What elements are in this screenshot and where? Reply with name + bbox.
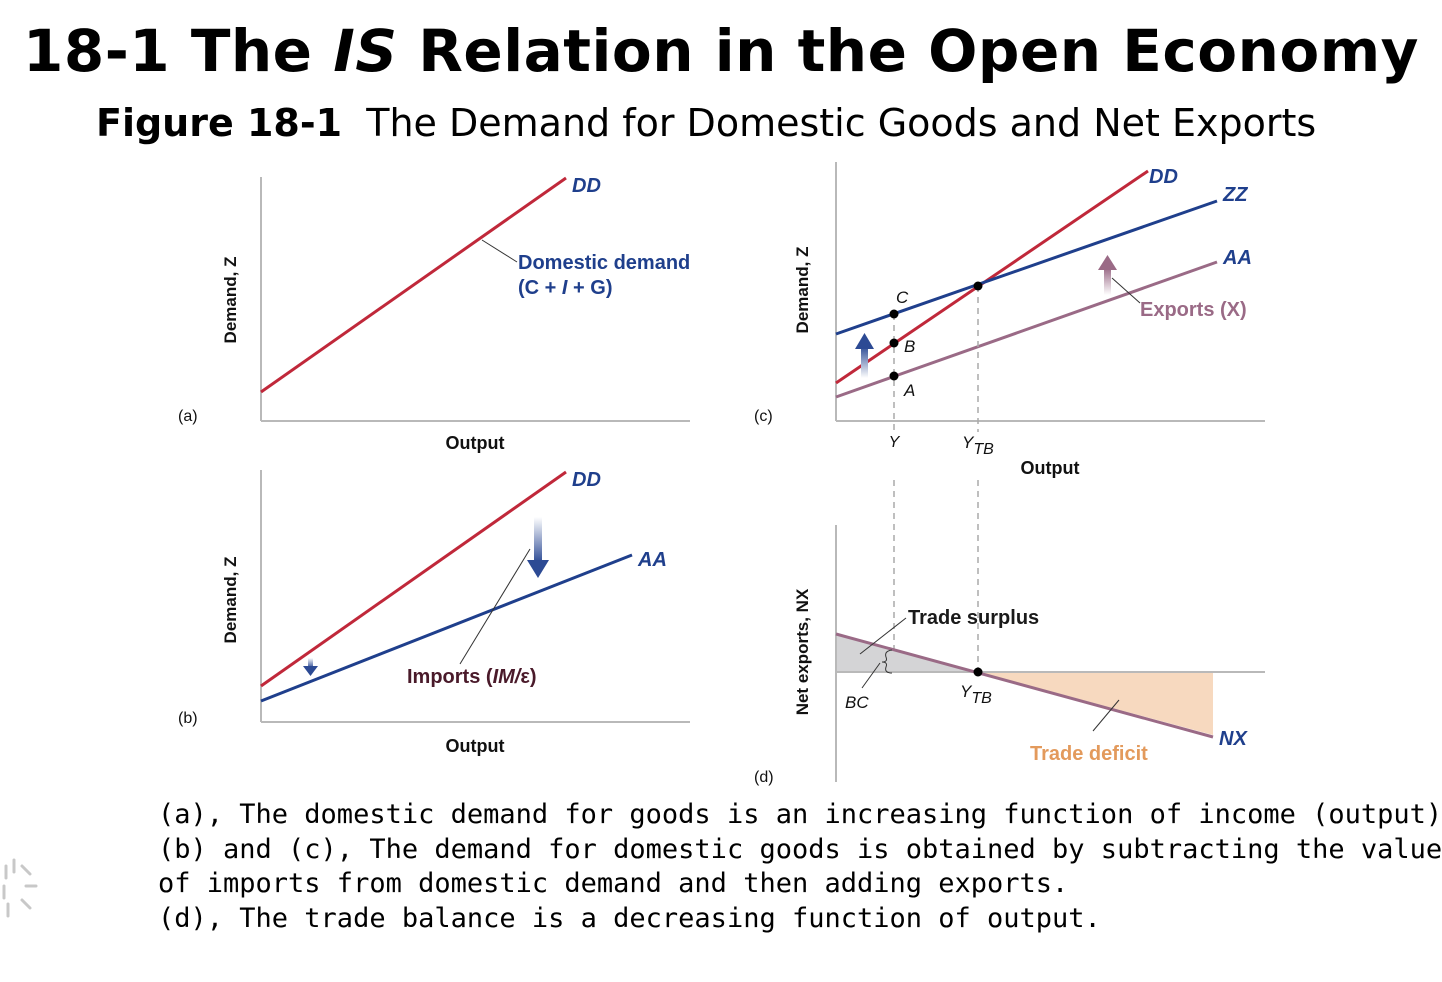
panel-a-callout-line1: Domestic demand <box>518 252 690 274</box>
panel-d-deficit-leader <box>1092 699 1120 732</box>
panel-c-point-a <box>889 371 899 381</box>
panel-a-dd-line <box>260 176 567 394</box>
panel-b-small-down-arrow <box>303 658 318 676</box>
panel-c-point-c <box>889 309 899 319</box>
panel-d-nx-line <box>835 632 1214 739</box>
panel-b-aa-line <box>260 553 633 703</box>
panel-c-point-b-label: B <box>904 337 915 356</box>
panel-d-y-label: Net exports, NX <box>793 588 812 715</box>
panel-c-aa-label: AA <box>1222 247 1252 269</box>
panel-c-exports-leader <box>1111 277 1141 304</box>
panel-b: DD AA Imports (IM/ε) Demand, Z Output (b… <box>178 469 690 756</box>
panel-c-dd-line <box>835 169 1149 385</box>
caption-line: (b) and (c), The demand for domestic goo… <box>158 833 1442 865</box>
panel-d-ytb-label: YTB <box>960 682 992 707</box>
panel-c-label: (c) <box>754 408 773 425</box>
panel-c-aa-line <box>835 260 1218 399</box>
panel-d-bc-leader <box>861 662 881 689</box>
caption-line: (a), The domestic demand for goods is an… <box>158 799 1442 830</box>
caption: (a), The domestic demand for goods is an… <box>158 798 1442 936</box>
panel-d-label: (d) <box>754 769 774 786</box>
panel-c-point-b <box>889 338 899 348</box>
panel-b-y-label: Demand, Z <box>221 557 240 644</box>
panel-a-y-label: Demand, Z <box>221 257 240 344</box>
panel-b-dd-label: DD <box>572 469 601 491</box>
panel-c-exports-label: Exports (X) <box>1140 299 1247 321</box>
panel-a-callout-leader <box>481 239 518 263</box>
panel-c: C B A DD ZZ AA Exports (X) Y YTB Demand,… <box>754 162 1265 672</box>
panel-c-up-arrow-blue <box>855 333 874 378</box>
figure-title: Figure 18-1 The Demand for Domestic Good… <box>96 100 1316 146</box>
panel-c-x-label: Output <box>1021 458 1080 478</box>
panel-a-x-label: Output <box>446 433 505 453</box>
panel-a: DD Domestic demand (C + I + G) Demand, Z… <box>178 175 690 453</box>
slide-title: 18-1 The IS Relation in the Open Economy <box>22 17 1419 85</box>
loading-spinner-icon <box>2 858 38 918</box>
caption-line: (d), The trade balance is a decreasing f… <box>158 902 1101 934</box>
figure-caption: The Demand for Domestic Goods and Net Ex… <box>366 101 1317 145</box>
panel-b-x-label: Output <box>446 736 505 756</box>
panel-b-dd-line <box>260 470 567 688</box>
panel-c-tick-y: Y <box>889 434 901 451</box>
panel-b-imports-leader <box>459 548 531 665</box>
panel-a-label: (a) <box>178 408 198 425</box>
panel-d-surplus-leader <box>859 617 907 655</box>
panel-d-surplus-label: Trade surplus <box>908 607 1039 629</box>
panel-d-deficit-label: Trade deficit <box>1030 743 1148 765</box>
panel-d: BC Trade surplus Trade deficit NX YTB Ne… <box>754 525 1265 786</box>
panel-c-dd-label: DD <box>1149 166 1178 188</box>
panel-b-aa-label: AA <box>637 549 667 571</box>
panel-c-point-c-label: C <box>896 288 909 307</box>
panel-d-bc-brace <box>881 649 893 674</box>
panel-c-zz-line <box>835 199 1218 336</box>
panel-d-point-tb <box>973 667 983 677</box>
panel-c-y-label: Demand, Z <box>793 247 812 334</box>
panel-a-dd-label: DD <box>572 175 601 197</box>
panel-d-nx-label: NX <box>1219 728 1248 750</box>
caption-line: of imports from domestic demand and then… <box>158 868 1069 899</box>
panel-c-point-a-label: A <box>903 381 915 400</box>
panel-b-imports-label: Imports (IM/ε) <box>407 666 537 688</box>
panel-b-label: (b) <box>178 710 198 727</box>
panel-a-callout-line2: (C + I + G) <box>518 277 612 299</box>
panel-b-big-down-arrow <box>527 517 549 578</box>
panel-c-zz-label: ZZ <box>1222 184 1248 206</box>
panel-d-bc-label: BC <box>845 693 869 712</box>
panel-c-tick-ytb: YTB <box>962 433 994 458</box>
figure-label: Figure 18-1 <box>96 101 343 145</box>
figure-18-1: DD Domestic demand (C + I + G) Demand, Z… <box>178 162 1265 786</box>
panel-c-up-arrow-mauve <box>1098 255 1117 295</box>
panel-c-point-tb <box>973 281 983 291</box>
